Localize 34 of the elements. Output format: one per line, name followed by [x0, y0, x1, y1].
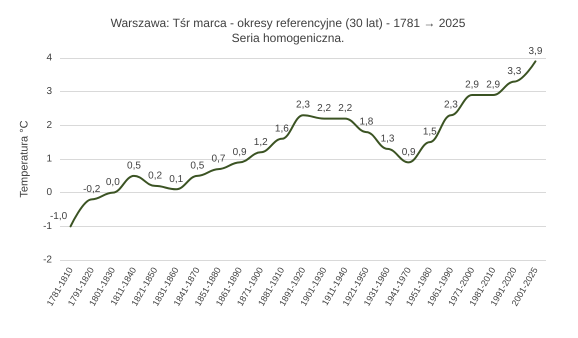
data-label: 0,1	[169, 174, 184, 185]
y-tick-label: 4	[46, 52, 52, 64]
y-axis-title: Temperatura °C	[18, 120, 30, 198]
data-label: 2,3	[444, 100, 458, 111]
y-tick-label: 0	[46, 187, 52, 198]
data-label: 0,9	[232, 146, 247, 158]
data-label: 2,2	[317, 103, 332, 114]
data-label: 1,2	[254, 136, 268, 148]
data-label: -0,2	[83, 184, 101, 195]
data-label: -1,0	[50, 210, 68, 222]
data-label: 0,5	[190, 160, 205, 172]
data-label: 2,9	[486, 80, 501, 91]
data-label: 1,5	[422, 126, 438, 138]
data-label: 1,3	[380, 133, 395, 144]
line-series	[70, 60, 536, 228]
data-label: 0,0	[106, 177, 120, 188]
data-label: 0,2	[148, 170, 162, 182]
data-label: 3,9	[528, 46, 543, 57]
data-label: 0,7	[212, 154, 226, 165]
y-tick-label: -2	[43, 254, 52, 266]
data-label: 1,8	[359, 116, 374, 128]
y-tick-label: -1	[43, 220, 52, 232]
data-label: 0,9	[402, 146, 416, 158]
chart-title: Warszawa: Tśr marca - okresy referencyjne (30 lat) - 1781 → 2025	[110, 16, 466, 30]
data-label: 1,6	[274, 123, 290, 134]
y-tick-label: 1	[46, 154, 52, 164]
y-tick-label: 3	[46, 86, 52, 98]
data-label: 2,2	[338, 103, 353, 114]
chart-subtitle: Seria homogeniczna.	[232, 31, 344, 45]
data-label: 3,3	[507, 66, 522, 78]
y-tick-label: 2	[46, 120, 52, 131]
data-label: 2,3	[296, 100, 310, 111]
data-label: 0,5	[127, 160, 142, 172]
data-label: 2,9	[465, 80, 480, 91]
